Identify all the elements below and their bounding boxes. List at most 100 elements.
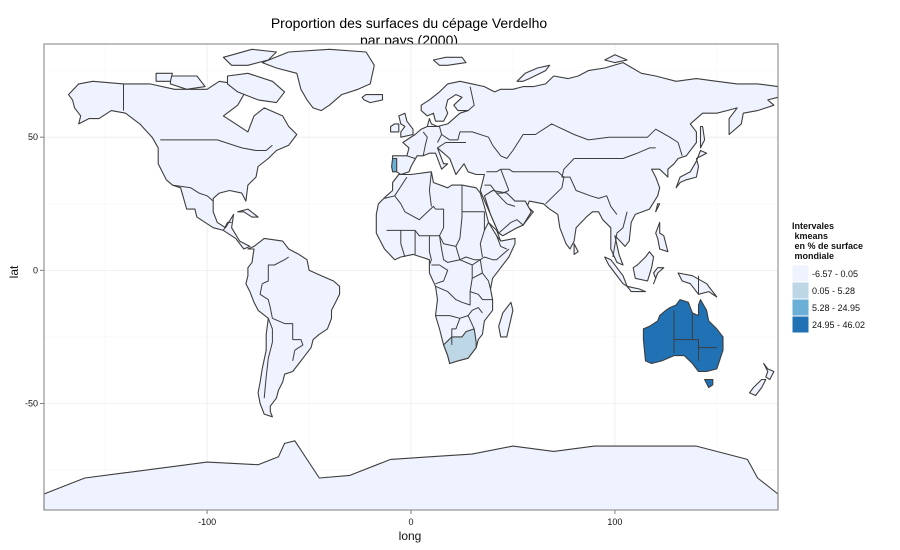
region-japan <box>675 149 708 189</box>
country-border <box>574 147 656 159</box>
y-tick-label: -50 <box>25 398 38 408</box>
region-banks-island <box>155 72 173 82</box>
country-border <box>500 168 534 173</box>
country-border <box>422 131 428 156</box>
country-border <box>292 339 304 351</box>
land-masses <box>43 48 779 511</box>
y-tick-label: 50 <box>28 132 38 142</box>
region-new-zealand-south <box>748 378 767 397</box>
legend-title-line: mondiale <box>792 251 834 261</box>
region-new-guinea <box>677 272 718 298</box>
region-cuba <box>237 208 259 218</box>
country-border <box>467 315 475 330</box>
region-novaya-zemlya <box>516 64 551 82</box>
country-border <box>292 350 296 361</box>
country-border <box>261 256 289 285</box>
country-border <box>459 131 494 146</box>
region-north-america <box>67 80 298 250</box>
y-tick-label: 0 <box>33 265 38 275</box>
country-border <box>500 169 510 191</box>
country-border <box>394 195 436 221</box>
country-border <box>441 131 461 141</box>
country-border <box>259 283 273 319</box>
region-baffin-island <box>226 72 286 104</box>
country-border <box>428 171 432 207</box>
country-border <box>496 235 507 250</box>
axes: -100 0 100 -50 0 50 <box>25 43 779 527</box>
region-victoria-island <box>169 75 206 90</box>
country-border <box>479 222 489 258</box>
country-border <box>439 235 461 263</box>
country-border <box>467 86 475 111</box>
region-great-britain <box>398 112 414 138</box>
country-border <box>400 230 406 258</box>
region-portugal <box>391 157 398 173</box>
country-border <box>428 235 432 266</box>
x-tick-label: 0 <box>408 517 413 527</box>
legend-label: 5.28 - 24.95 <box>812 303 860 313</box>
country-border <box>488 222 502 242</box>
region-severnaya-zemlya <box>604 54 628 64</box>
country-border <box>451 318 461 345</box>
region-philippines <box>655 221 669 253</box>
region-madagascar <box>498 301 514 338</box>
country-borders <box>123 83 717 399</box>
region-ellesmere-island <box>222 48 277 66</box>
region-ireland <box>390 123 400 133</box>
x-tick-label: -100 <box>198 517 216 527</box>
country-border <box>435 259 473 306</box>
country-border <box>222 221 232 231</box>
country-border <box>427 126 443 143</box>
country-border <box>386 229 440 237</box>
legend: Intervales kmeans en % de surface mondia… <box>791 221 865 334</box>
country-border <box>455 185 463 247</box>
y-axis-label: lat <box>7 265 21 278</box>
legend-key <box>791 264 810 283</box>
country-border <box>492 123 589 159</box>
legend-key <box>791 298 810 317</box>
country-border <box>160 139 273 151</box>
legend-key <box>791 315 810 334</box>
region-sakhalin <box>699 125 706 149</box>
country-border <box>437 142 466 149</box>
region-eurasia <box>392 62 779 266</box>
country-border <box>486 168 501 173</box>
region-tasmania <box>704 378 714 389</box>
legend-key <box>791 281 810 300</box>
legend-title-line: Intervales <box>792 221 834 231</box>
country-border <box>471 272 483 279</box>
x-tick-label: 100 <box>607 517 622 527</box>
x-axis-label: long <box>399 529 422 543</box>
region-taiwan <box>655 203 661 213</box>
country-border <box>406 155 416 159</box>
country-border <box>561 158 618 215</box>
region-java <box>626 285 647 293</box>
country-border <box>435 208 510 261</box>
region-sulawesi <box>653 267 665 285</box>
region-greenland <box>261 48 375 112</box>
country-border <box>496 192 516 207</box>
country-border <box>172 184 214 202</box>
legend-title-line: kmeans <box>792 231 828 241</box>
region-iceland <box>361 94 384 104</box>
country-border <box>498 219 524 234</box>
region-new-zealand-north <box>763 362 775 381</box>
region-australia <box>642 299 724 373</box>
country-border <box>431 264 449 285</box>
region-svalbard <box>432 56 467 66</box>
country-border <box>588 128 683 156</box>
region-borneo <box>632 251 655 282</box>
legend-title-line: en % de surface <box>792 241 863 251</box>
chart-title-line-1: Proportion des surfaces du cépage Verdel… <box>271 15 548 31</box>
legend-label: 24.95 - 46.02 <box>812 320 865 330</box>
legend-label: 0.05 - 5.28 <box>812 286 855 296</box>
region-sri-lanka <box>573 243 579 255</box>
country-border <box>272 317 294 340</box>
region-sumatra <box>604 256 628 287</box>
country-border <box>263 318 273 399</box>
legend-label: -6.57 - 0.05 <box>812 269 858 279</box>
country-border <box>691 312 699 361</box>
country-border <box>469 291 493 301</box>
country-border <box>612 211 628 258</box>
